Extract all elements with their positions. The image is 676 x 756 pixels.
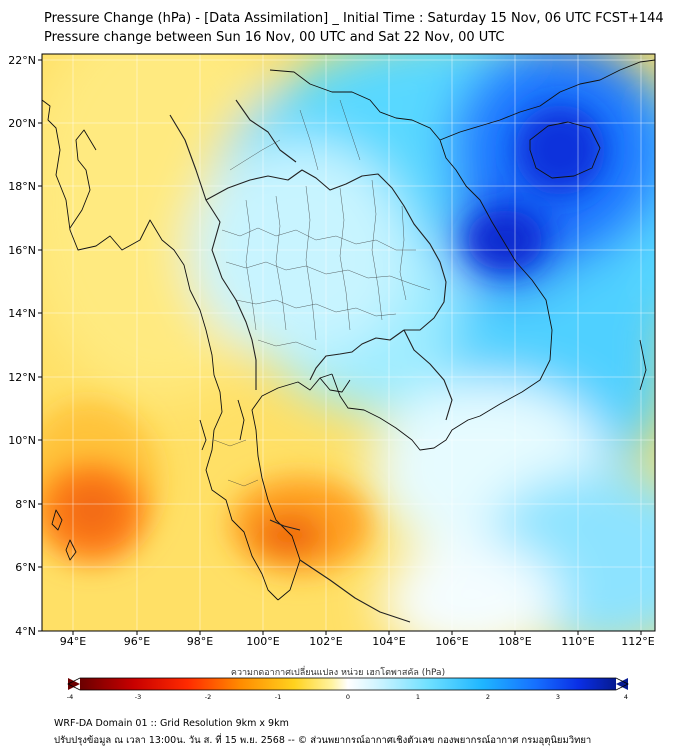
province-borders: [213, 99, 431, 487]
lon-label: 110°E: [561, 635, 594, 648]
pressure-field: [42, 54, 655, 631]
colorbar: [67, 677, 629, 691]
lon-label: 100°E: [246, 635, 279, 648]
lon-label: 106°E: [435, 635, 468, 648]
map-title: Pressure Change (hPa) - [Data Assimilati…: [44, 11, 664, 26]
lon-label: 108°E: [498, 635, 531, 648]
colorbar-tick-label: -2: [205, 693, 211, 701]
colorbar-tick-label: 1: [416, 693, 420, 701]
lat-label: 20°N: [8, 117, 36, 130]
colorbar-tick-label: 0: [346, 693, 350, 701]
colorbar-tick-label: 2: [486, 693, 490, 701]
colorbar-tick-label: -1: [275, 693, 281, 701]
colorbar-tick-label: -3: [135, 693, 141, 701]
lat-label: 22°N: [8, 54, 36, 67]
lon-label: 96°E: [124, 635, 150, 648]
lat-label: 18°N: [8, 180, 36, 193]
lat-label: 12°N: [8, 371, 36, 384]
colorbar-tick-label: 3: [556, 693, 560, 701]
lat-label: 4°N: [15, 625, 36, 638]
map-frame: [41, 53, 656, 632]
country-borders: [169, 99, 453, 623]
footer-model-info: WRF-DA Domain 01 :: Grid Resolution 9km …: [54, 718, 289, 729]
lon-label: 94°E: [60, 635, 86, 648]
lon-label: 104°E: [372, 635, 405, 648]
lat-label: 10°N: [8, 434, 36, 447]
lon-label: 102°E: [309, 635, 342, 648]
lat-label: 6°N: [15, 561, 36, 574]
map-subtitle: Pressure change between Sun 16 Nov, 00 U…: [44, 30, 505, 45]
lat-label: 16°N: [8, 244, 36, 257]
colorbar-tick-label: 4: [624, 693, 628, 701]
lat-label: 14°N: [8, 307, 36, 320]
lon-label: 112°E: [621, 635, 654, 648]
lat-label: 8°N: [15, 498, 36, 511]
colorbar-tick-label: -4: [67, 693, 73, 701]
footer-credit: ปรับปรุงข้อมูล ณ เวลา 13:00น. วัน ส. ที่…: [54, 735, 592, 746]
lon-label: 98°E: [187, 635, 213, 648]
coastline: [42, 59, 655, 601]
colorbar-title: ความกดอากาศเปลี่ยนแปลง หน่วย เฮกโตพาสคัล…: [230, 668, 446, 678]
